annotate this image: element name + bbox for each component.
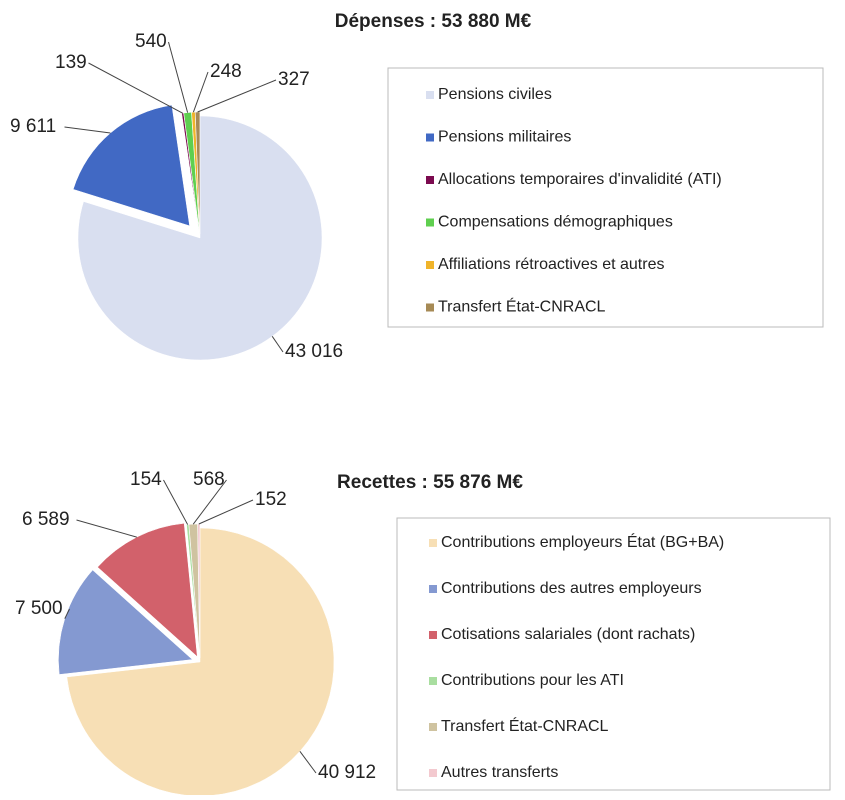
- leader-line: [271, 336, 284, 353]
- pie-slice: [66, 527, 335, 797]
- legend-label: Contributions employeurs État (BG+BA): [441, 532, 724, 551]
- data-label: 152: [255, 489, 287, 510]
- data-label: 139: [55, 52, 87, 73]
- leader-line: [192, 479, 227, 525]
- pie-slice: [72, 104, 190, 227]
- legend-swatch: [429, 539, 437, 547]
- leader-line: [88, 62, 183, 114]
- data-label: 540: [135, 31, 167, 52]
- legend-swatch: [426, 133, 434, 142]
- legend-label: Contributions des autres employeurs: [441, 580, 702, 597]
- data-label: 327: [278, 69, 310, 90]
- leader-line: [299, 751, 317, 774]
- legend-label: Cotisations salariales (dont rachats): [441, 626, 695, 643]
- leader-line: [163, 479, 189, 525]
- legend-swatch: [429, 723, 437, 731]
- legend-label: Affiliations rétroactives et autres: [438, 256, 664, 273]
- chart-title: Recettes : 55 876 M€: [337, 472, 523, 493]
- pie-slice: [58, 569, 193, 675]
- data-label: 248: [210, 61, 242, 82]
- pie-slice: [97, 523, 198, 658]
- data-label: 154: [130, 469, 162, 490]
- legend-label: Transfert État-CNRACL: [441, 716, 609, 735]
- data-label: 568: [193, 469, 225, 490]
- legend-label: Pensions civiles: [438, 86, 552, 103]
- legend-label: Pensions militaires: [438, 129, 571, 146]
- legend-label: Contributions pour les ATI: [441, 672, 624, 689]
- data-label: 40 912: [318, 762, 376, 783]
- legend-swatch: [426, 218, 434, 227]
- leader-line: [76, 519, 137, 538]
- data-label: 43 016: [285, 341, 343, 362]
- legend-box: [396, 517, 831, 791]
- legend-swatch: [429, 631, 437, 639]
- data-label: 6 589: [22, 509, 70, 530]
- legend-label: Allocations temporaires d'invalidité (AT…: [438, 171, 722, 188]
- legend-swatch: [429, 677, 437, 685]
- legend-swatch: [429, 585, 437, 593]
- data-label: 9 611: [10, 116, 56, 137]
- data-label: 7 500: [15, 598, 63, 619]
- leader-line: [168, 41, 189, 113]
- chart-title: Dépenses : 53 880 M€: [335, 11, 532, 32]
- leader-line: [64, 126, 111, 134]
- leader-line: [64, 608, 70, 619]
- leader-line: [192, 71, 209, 113]
- leader-line: [197, 79, 277, 113]
- legend-label: Autres transferts: [441, 764, 558, 781]
- pie-slice: [77, 115, 323, 361]
- legend-label: Compensations démographiques: [438, 214, 673, 231]
- legend-swatch: [426, 176, 434, 184]
- legend-label: Transfert État-CNRACL: [438, 297, 606, 316]
- legend-box: [387, 67, 824, 328]
- legend-swatch: [426, 261, 434, 269]
- legend-swatch: [426, 91, 434, 99]
- legend-swatch: [426, 303, 434, 312]
- leader-line: [198, 499, 254, 525]
- legend-swatch: [429, 769, 437, 777]
